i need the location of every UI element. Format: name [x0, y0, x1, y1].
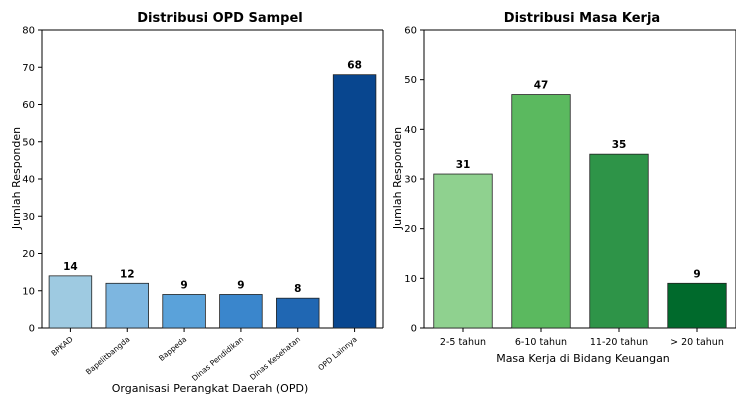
plot-area: 0 10 20 30 40 50 60 70 80 14 BPKAD 12 Bapelitbangda 9…	[22, 26, 384, 383]
x-tick-label: Dinas Pendidikan	[190, 334, 245, 382]
y-tick-label: 10	[22, 286, 35, 297]
y-tick-label: 20	[22, 249, 35, 260]
bar	[589, 153, 649, 329]
x-tick-label: OPD Lainnya	[316, 335, 359, 373]
bar	[105, 282, 149, 329]
chart-title: Distribusi OPD Sampel	[137, 11, 303, 26]
bar	[511, 94, 571, 329]
y-tick-label: 60	[22, 100, 35, 111]
bar-value-label: 14	[63, 261, 78, 273]
bar	[162, 294, 206, 329]
bar-value-label: 9	[693, 268, 700, 280]
x-axis-label: Masa Kerja di Bidang Keuangan	[496, 352, 670, 365]
bar	[433, 173, 493, 329]
y-tick-label: 60	[404, 26, 417, 37]
x-tick-label: BPKAD	[49, 335, 74, 358]
y-axis-label: Jumlah Responden	[391, 127, 404, 230]
y-tick-label: 10	[404, 274, 417, 285]
bar-value-label: 9	[237, 279, 244, 291]
y-axis-label: Jumlah Responden	[10, 127, 23, 230]
bar-value-label: 31	[456, 159, 471, 171]
x-tick-label: 6-10 tahun	[515, 337, 567, 348]
bar-value-label: 47	[534, 80, 549, 92]
y-tick-label: 50	[404, 75, 417, 86]
y-tick-label: 50	[22, 137, 35, 148]
x-tick-label: 11-20 tahun	[590, 337, 648, 348]
y-tick-label: 80	[22, 26, 35, 37]
bar	[332, 74, 377, 329]
plot-area: 0 10 20 30 40 50 60 31 2-5 tahun 47 6-10 tahun 35 11…	[404, 26, 736, 348]
chart-title: Distribusi Masa Kerja	[504, 11, 660, 26]
x-tick-label: Bapelitbangda	[84, 335, 131, 377]
x-tick-label: Bappeda	[157, 335, 188, 363]
x-tick-label: 2-5 tahun	[440, 337, 486, 348]
bar	[219, 294, 263, 329]
bar	[276, 297, 320, 329]
bar-value-label: 8	[294, 283, 301, 295]
y-tick-label: 40	[404, 125, 417, 136]
x-tick-label: > 20 tahun	[670, 337, 724, 348]
x-tick-label: Dinas Kesehatan	[248, 334, 302, 381]
y-tick-label: 0	[411, 324, 417, 335]
y-tick-label: 30	[404, 175, 417, 186]
bar-value-label: 68	[347, 60, 362, 72]
bar-value-label: 12	[120, 268, 135, 280]
y-tick-label: 40	[22, 175, 35, 186]
y-tick-label: 0	[29, 324, 35, 335]
bar	[667, 282, 727, 329]
bar	[48, 275, 93, 329]
chart-opd-distribution: Distribusi OPD Sampel 0 10 20 30 40 50 60 70 80 1…	[10, 11, 384, 395]
y-tick-label: 70	[22, 63, 35, 74]
y-tick-label: 20	[404, 224, 417, 235]
y-tick-label: 30	[22, 212, 35, 223]
chart-work-tenure-distribution: Distribusi Masa Kerja 0 10 20 30 40 50 60 31 2-5…	[391, 11, 736, 365]
bar-value-label: 35	[612, 139, 627, 151]
x-axis-label: Organisasi Perangkat Daerah (OPD)	[112, 382, 309, 395]
bar-value-label: 9	[180, 279, 187, 291]
